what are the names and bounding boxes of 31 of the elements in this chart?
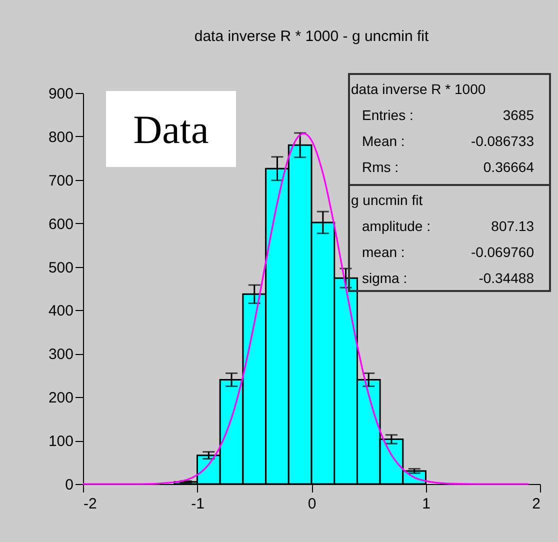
x-tick-label: 2 (532, 496, 540, 512)
chart-title: data inverse R * 1000 - g uncmin fit (194, 28, 430, 45)
annotation: 807.13 (491, 217, 534, 236)
annotation: sigma : (362, 269, 408, 288)
y-tick-label: 200 (48, 390, 74, 407)
y-tick-label: 400 (48, 302, 74, 320)
annotation: Data (106, 91, 236, 167)
x-tick-label: 0 (308, 496, 316, 512)
y-tick-label: 300 (48, 346, 74, 364)
y-tick-label: 500 (48, 259, 74, 276)
annotation: Mean : (362, 132, 405, 151)
annotation: data inverse R * 1000 (350, 80, 487, 99)
annotation: g uncmin fit (350, 191, 424, 210)
x-tick-label: 1 (422, 496, 430, 512)
y-tick-label: 800 (48, 128, 74, 146)
annotation: mean : (362, 243, 405, 262)
annotation: 3685 (502, 106, 534, 125)
y-tick-label: 600 (48, 216, 74, 233)
x-tick-label: -1 (191, 496, 204, 512)
annotation: -0.069760 (470, 243, 534, 262)
x-tick-label: -2 (84, 496, 97, 512)
annotation: Entries : (362, 106, 414, 125)
y-tick-label: 700 (48, 172, 74, 190)
annotation: -0.34488 (478, 269, 534, 288)
annotation: -0.086733 (470, 132, 534, 151)
annotation: amplitude : (362, 217, 430, 236)
annotation: Rms : (362, 158, 399, 177)
annotation: 0.36664 (483, 158, 534, 177)
y-tick-label: 100 (48, 433, 74, 450)
y-tick-label: 0 (65, 476, 74, 494)
y-tick-label: 900 (48, 86, 74, 102)
